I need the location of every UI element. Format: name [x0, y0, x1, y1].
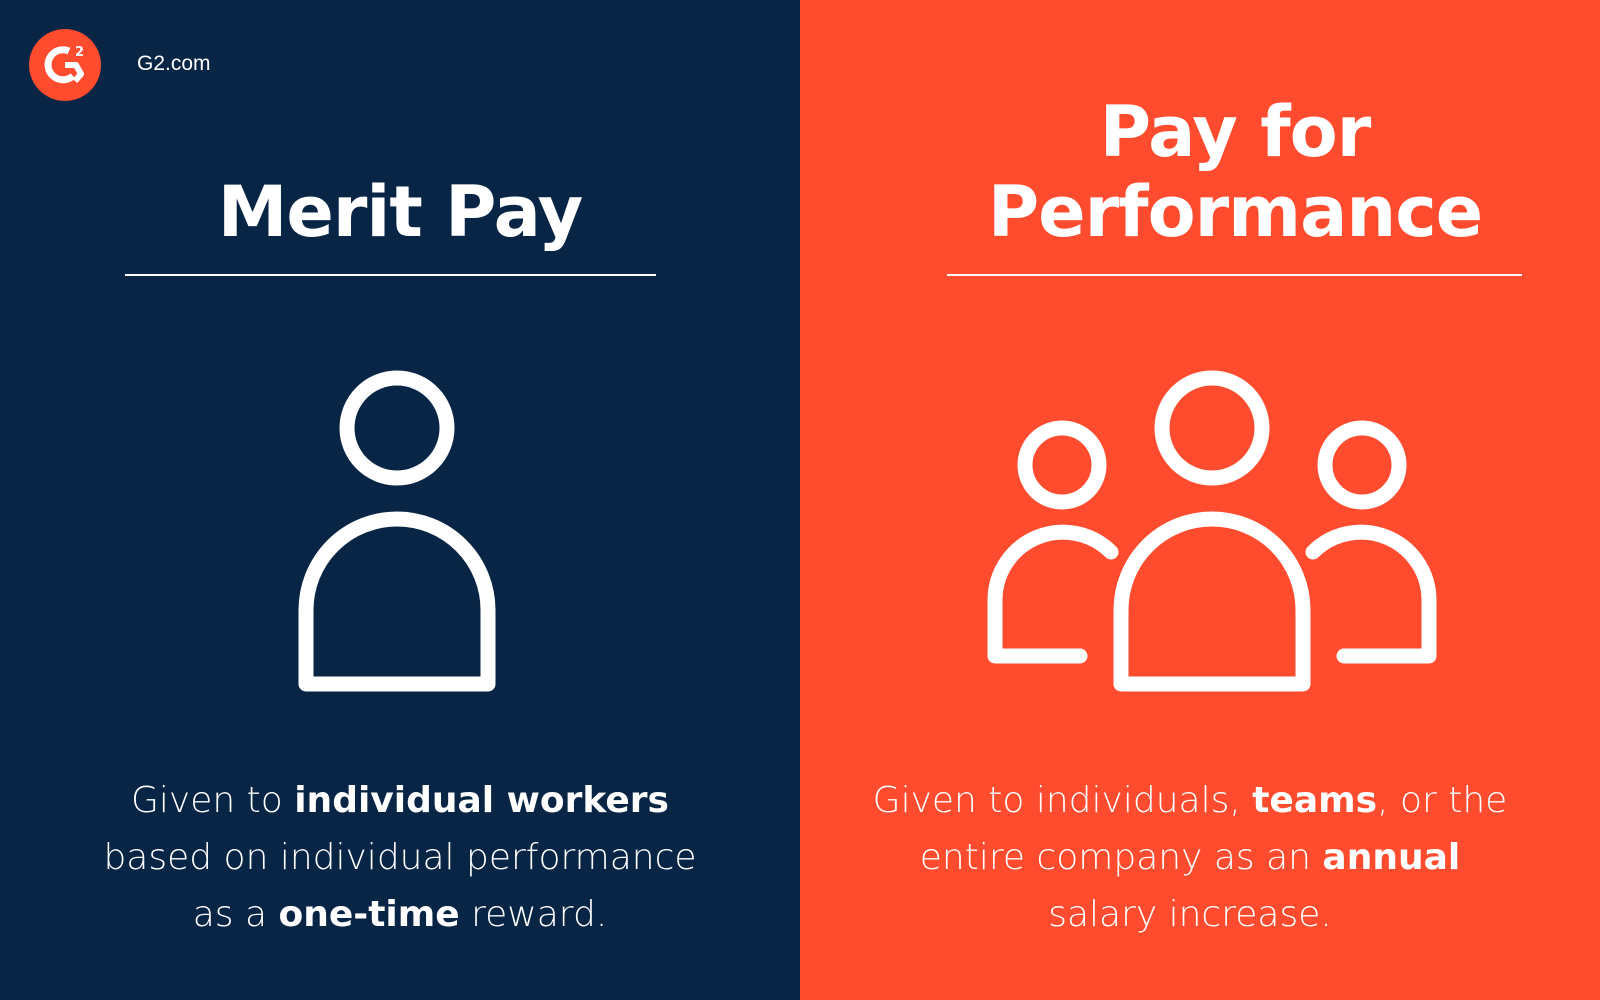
- divider: [947, 274, 1522, 276]
- site-label: G2.com: [137, 52, 211, 75]
- desc-bold: individual workers: [294, 780, 669, 821]
- title-line: Pay for: [1099, 91, 1372, 173]
- desc-text: reward.: [459, 894, 608, 935]
- divider: [125, 274, 656, 276]
- desc-bold: annual: [1322, 837, 1461, 878]
- pay-for-performance-description: Given to individuals, teams, or the enti…: [790, 772, 1590, 943]
- title-line: Performance: [987, 171, 1483, 253]
- desc-text: Given to individuals,: [872, 780, 1253, 821]
- group-people-icon: [987, 370, 1437, 692]
- merit-pay-panel: 2 G2.com Merit Pay Given to individual w…: [0, 0, 800, 1000]
- desc-text: Given to: [131, 780, 295, 821]
- desc-text: salary increase.: [1048, 894, 1332, 935]
- svg-text:2: 2: [75, 45, 84, 60]
- desc-bold: teams: [1252, 780, 1378, 821]
- desc-bold: one-time: [278, 894, 460, 935]
- desc-text: based on individual performance as a: [103, 837, 697, 935]
- merit-pay-description: Given to individual workers based on ind…: [0, 772, 800, 943]
- single-person-icon: [298, 370, 496, 692]
- pay-for-performance-panel: Pay for Performance Given to individuals…: [800, 0, 1600, 1000]
- desc-text: , or the entire company as an: [919, 780, 1508, 878]
- g2-logo: 2: [29, 29, 101, 101]
- merit-pay-title: Merit Pay: [217, 171, 584, 253]
- pay-for-performance-title: Pay for Performance: [800, 92, 1600, 252]
